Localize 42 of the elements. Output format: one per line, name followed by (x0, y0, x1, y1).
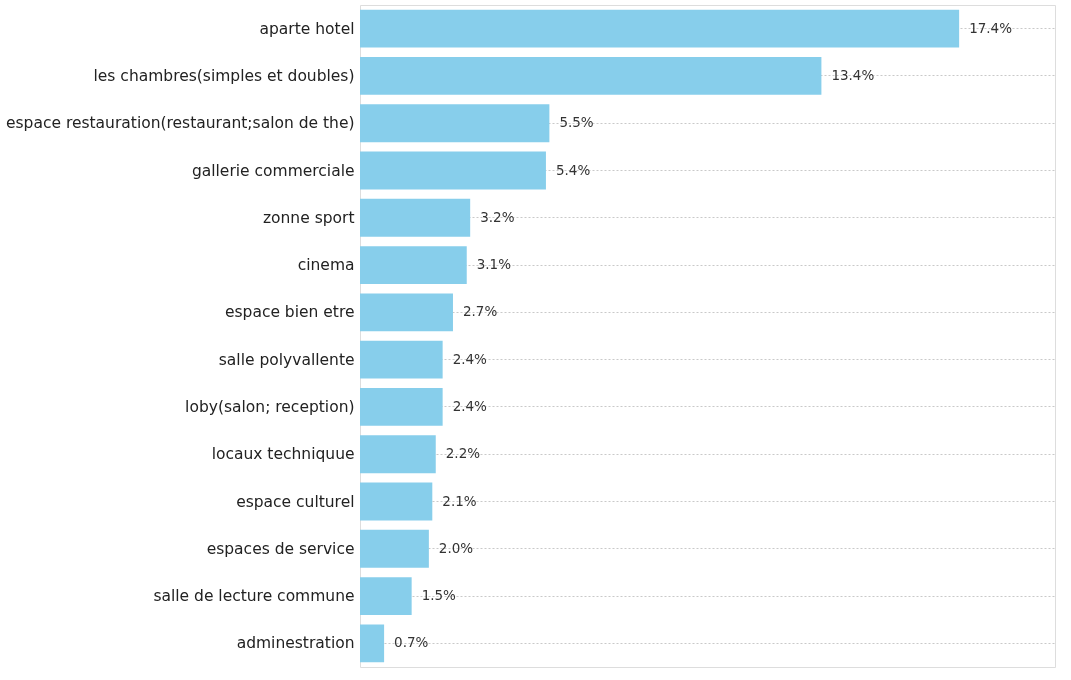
y-tick-label: gallerie commerciale (191, 161, 355, 180)
bar (360, 57, 822, 95)
y-tick-label: les chambres(simples et doubles) (93, 66, 355, 85)
y-tick-label: salle de lecture commune (153, 587, 355, 606)
data-label: 2.4% (452, 397, 488, 414)
y-tick-label: zonne sport (262, 208, 355, 227)
data-label: 2.4% (452, 350, 488, 367)
bar (360, 104, 550, 143)
bar (360, 388, 443, 426)
data-label: 5.4% (555, 161, 591, 178)
y-tick-label: espace restauration(restaurant;salon de the) (5, 114, 355, 133)
bar (360, 435, 436, 474)
bar (360, 151, 546, 190)
bar (360, 482, 433, 521)
y-tick-label: salle polyvallente (218, 350, 355, 369)
y-tick-label: loby(salon; reception) (185, 397, 355, 416)
data-label: 1.5% (421, 587, 457, 604)
data-label: 17.4% (969, 19, 1013, 36)
y-tick-label: cinema (297, 256, 355, 275)
bar (360, 529, 429, 568)
bar (360, 340, 443, 379)
data-label: 3.2% (480, 208, 515, 225)
y-tick-label: adminestration (236, 634, 355, 653)
y-tick-label: locaux techniquue (211, 445, 355, 464)
bar (360, 246, 467, 284)
data-label: 2.1% (442, 492, 477, 509)
bar (360, 577, 412, 615)
data-label: 3.1% (476, 256, 512, 273)
data-label: 13.4% (831, 66, 875, 83)
y-tick-label: espaces de service (206, 539, 355, 558)
y-tick-label: espace culturel (236, 492, 355, 511)
bar (360, 198, 471, 237)
y-tick-label: aparte hotel (259, 19, 355, 38)
y-tick-label: espace bien etre (224, 303, 355, 322)
data-label: 2.0% (438, 539, 474, 556)
data-label: 2.2% (445, 445, 481, 462)
data-label: 2.7% (462, 303, 498, 320)
bar (360, 293, 453, 332)
data-label: 0.7% (394, 634, 429, 651)
bar (360, 624, 385, 663)
data-label: 5.5% (559, 114, 594, 131)
bar (360, 9, 960, 48)
